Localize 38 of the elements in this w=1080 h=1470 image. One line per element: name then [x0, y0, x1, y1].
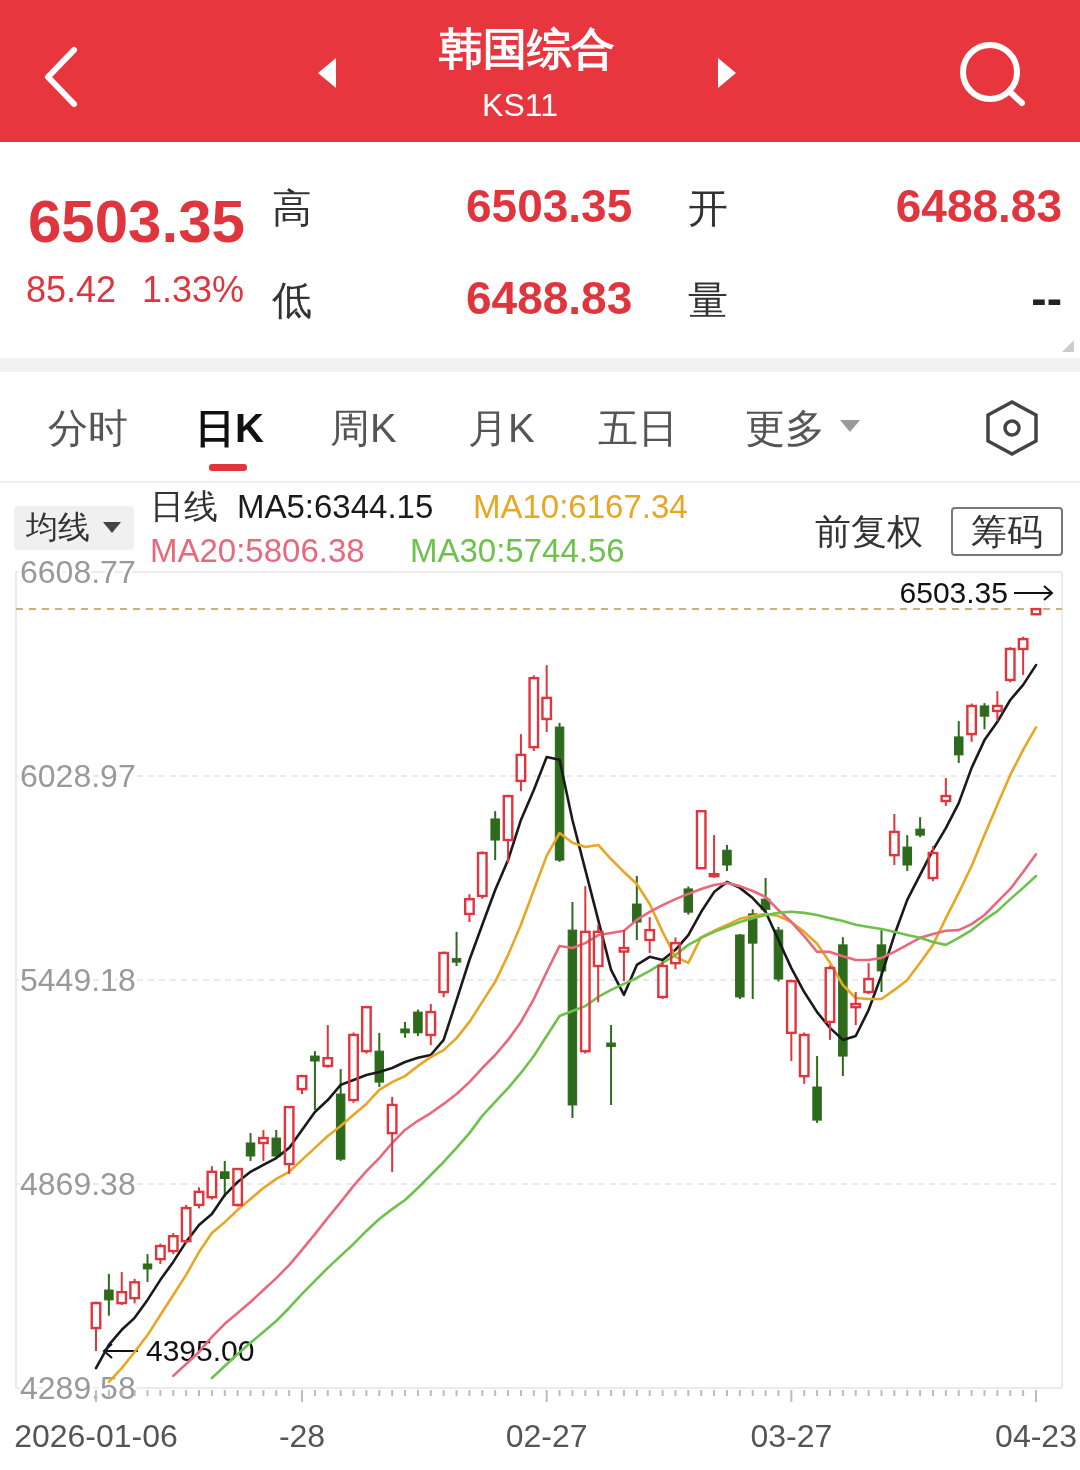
y-tick-label: 6608.77: [20, 554, 136, 590]
annotation: 开: [688, 186, 728, 230]
annotation: 周K: [330, 406, 397, 450]
annotation: 低: [272, 278, 312, 322]
annotation: 月K: [468, 406, 535, 450]
annotation: 6488.83: [895, 180, 1062, 232]
x-tick-label: 04-23: [995, 1418, 1077, 1454]
y-tick-label: 5449.18: [20, 962, 136, 998]
annotation: 85.42: [26, 269, 117, 310]
ref-label: 6503.35: [899, 576, 1008, 610]
x-tick-label: 2026-01-06: [14, 1418, 178, 1454]
annotation: 均线: [26, 509, 90, 545]
annotation: 高: [272, 186, 312, 230]
legend-entry: MA30:5744.56: [410, 532, 625, 569]
annotation: 前复权: [815, 511, 923, 552]
annotation: 6488.83: [466, 272, 633, 324]
x-tick-label: 02-27: [505, 1418, 588, 1454]
y-tick-label: 4289.58: [20, 1370, 136, 1406]
x-tick-label: 03-27: [750, 1418, 833, 1454]
annotation: 6503.35: [466, 180, 633, 232]
annotation: --: [1031, 272, 1062, 324]
subtitle: KS11: [482, 87, 558, 123]
legend-entry: MA20:5806.38: [150, 532, 365, 569]
title: 韩国综合: [439, 24, 615, 73]
annotation: 分时: [48, 406, 128, 450]
annotation: 量: [688, 278, 728, 322]
annotation: 五日: [598, 406, 678, 450]
annotation: 日线: [150, 487, 218, 525]
annotation: 1.33%: [142, 269, 245, 310]
y-tick-label: 6028.97: [20, 758, 136, 794]
y-tick-label: 4869.38: [20, 1166, 136, 1202]
legend-entry: MA5:6344.15: [237, 488, 434, 525]
x-tick-label: -28: [278, 1418, 326, 1454]
annotation: 更多: [745, 406, 825, 450]
legend-entry: MA10:6167.34: [473, 488, 688, 525]
annotation: 筹码: [971, 511, 1043, 552]
annotation: 6503.35: [28, 188, 245, 255]
annotation: 日K: [195, 406, 264, 450]
